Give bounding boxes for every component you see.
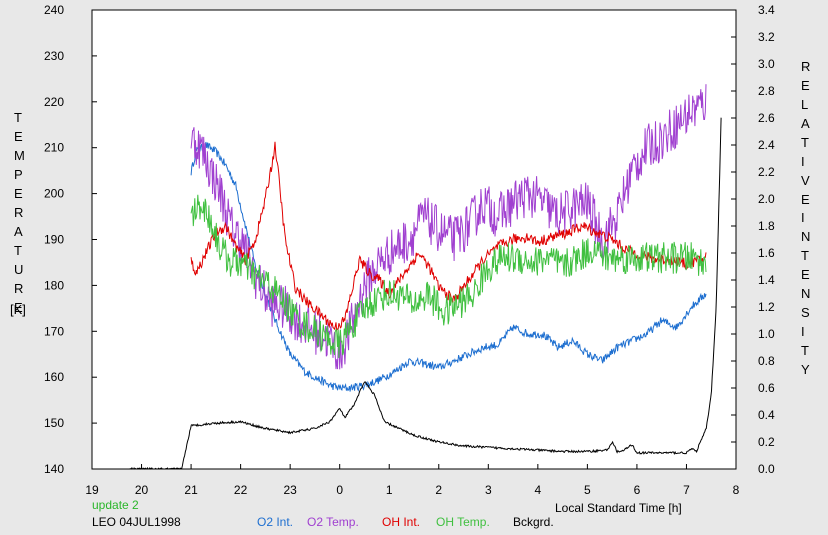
y-right-tick-label: 1.2 [758, 300, 775, 314]
y-left-tick-label: 230 [44, 49, 64, 63]
x-tick-label: 23 [283, 483, 297, 497]
y-left-tick-label: 190 [44, 233, 64, 247]
y-left-title-letter: E [14, 129, 23, 144]
y-left-title-letter: T [14, 243, 22, 258]
y-right-title-letter: E [801, 192, 810, 207]
x-tick-label: 19 [85, 483, 99, 497]
legend-bckgrd: Bckgrd. [513, 515, 554, 529]
y-right-tick-label: 0.6 [758, 381, 775, 395]
y-right-title-letter: N [801, 286, 811, 301]
y-left-title-letter: U [14, 262, 24, 277]
y-right-title-letter: Y [801, 362, 810, 377]
series-line-1 [190, 84, 707, 370]
y-right-title-letter: E [801, 267, 810, 282]
y-right-tick-label: 0.2 [758, 435, 775, 449]
y-right-tick-label: 0.4 [758, 408, 775, 422]
x-tick-label: 21 [184, 483, 198, 497]
x-tick-label: 8 [733, 483, 740, 497]
y-right-title-letter: S [801, 305, 810, 320]
x-tick-label: 1 [386, 483, 393, 497]
y-right-title-letter: T [801, 135, 809, 150]
y-right-title-letter: I [801, 210, 805, 225]
y-right-title-letter: T [801, 343, 809, 358]
y-right-tick-label: 1.0 [758, 327, 775, 341]
legend-o2-temp: O2 Temp. [307, 515, 359, 529]
y-right-tick-label: 3.0 [758, 57, 775, 71]
y-left-title-letter: M [14, 148, 25, 163]
y-right-title-letter: V [801, 173, 810, 188]
y-right-tick-label: 2.4 [758, 138, 775, 152]
site-date-label: LEO 04JUL1998 [92, 515, 181, 529]
y-right-tick-label: 0.0 [758, 462, 775, 476]
y-left-tick-label: 170 [44, 324, 64, 338]
y-left-tick-label: 140 [44, 462, 64, 476]
y-right-tick-label: 3.4 [758, 3, 775, 17]
series-line-4 [126, 117, 722, 470]
y-left-tick-label: 180 [44, 278, 64, 292]
y-right-title-letter: E [801, 78, 810, 93]
y-left-title-letter: E [14, 186, 23, 201]
y-left-unit: [K] [10, 300, 26, 319]
series-line-2 [190, 141, 707, 332]
y-left-tick-label: 220 [44, 95, 64, 109]
y-right-tick-label: 2.8 [758, 84, 775, 98]
x-tick-label: 0 [336, 483, 343, 497]
y-left-title-letter: P [14, 167, 23, 182]
y-left-title-letter: R [14, 205, 24, 220]
y-right-tick-label: 2.6 [758, 111, 775, 125]
x-tick-label: 7 [683, 483, 690, 497]
y-left-tick-label: 200 [44, 187, 64, 201]
y-left-tick-label: 160 [44, 370, 64, 384]
series-line-3 [190, 194, 707, 359]
y-right-tick-label: 3.2 [758, 30, 775, 44]
x-axis-label: Local Standard Time [h] [555, 501, 682, 515]
y-left-title-letter: E [14, 300, 23, 315]
x-tick-label: 5 [584, 483, 591, 497]
y-right-title-letter: N [801, 229, 811, 244]
y-left-unit-label: [K] [10, 302, 26, 317]
x-tick-label: 2 [435, 483, 442, 497]
y-right-title-letter: T [801, 248, 809, 263]
y-right-title-letter: A [801, 116, 810, 131]
y-left-title-letter: A [14, 224, 23, 239]
legend-oh-temp: OH Temp. [436, 515, 490, 529]
y-right-title-letter: R [801, 59, 811, 74]
x-tick-label: 6 [634, 483, 641, 497]
y-right-title-letter: L [801, 97, 809, 112]
legend-oh-int: OH Int. [382, 515, 420, 529]
legend-o2-int: O2 Int. [257, 515, 293, 529]
y-left-tick-label: 150 [44, 416, 64, 430]
y-left-title-letter: T [14, 110, 22, 125]
y-right-tick-label: 1.4 [758, 273, 775, 287]
x-tick-label: 4 [535, 483, 542, 497]
y-right-tick-label: 2.0 [758, 192, 775, 206]
y-right-title-letter: I [801, 154, 805, 169]
x-axis: 19 20 21 22 23 0 1 2 3 4 5 6 7 8 [85, 464, 740, 497]
y-right-tick-label: 1.6 [758, 246, 775, 260]
y-right-title-letter: I [801, 324, 805, 339]
series-line-0 [190, 141, 707, 392]
y-right-tick-label: 1.8 [758, 219, 775, 233]
y-right-tick-label: 0.8 [758, 354, 775, 368]
y-right-tick-label: 2.2 [758, 165, 775, 179]
x-tick-label: 3 [485, 483, 492, 497]
update-label: update 2 [92, 498, 139, 512]
left-axis: 140 150 160 170 180 190 200 210 220 230 240 [44, 3, 97, 476]
y-left-tick-label: 210 [44, 141, 64, 155]
x-tick-label: 20 [135, 483, 149, 497]
right-axis: 0.0 0.2 0.4 0.6 0.8 1.0 1.2 1.4 1.6 1.8 2.0 2.2 2.4 2… [731, 3, 775, 476]
y-left-tick-label: 240 [44, 3, 64, 17]
series-layer [126, 84, 722, 470]
x-tick-label: 22 [234, 483, 248, 497]
y-left-title-letter: R [14, 281, 24, 296]
